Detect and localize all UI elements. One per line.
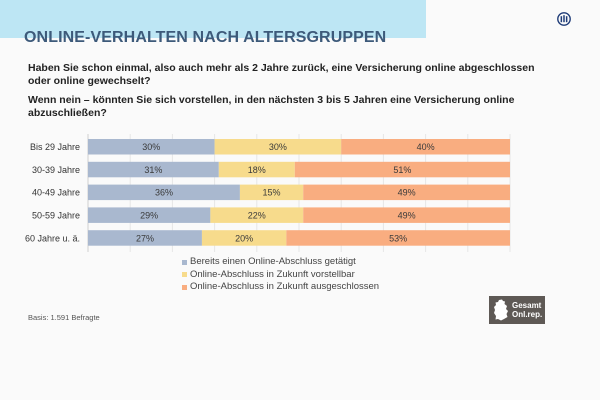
- legend-label: Online-Abschluss in Zukunft ausgeschloss…: [190, 281, 380, 292]
- bar-segment: [201, 230, 287, 246]
- bar-segment: [88, 230, 202, 246]
- data-label: 30%: [142, 142, 160, 152]
- category-label: 50-59 Jahre: [32, 210, 80, 220]
- bar-segment: [239, 184, 304, 201]
- badge-line-2: Onl.rep.: [512, 310, 543, 319]
- category-label: 60 Jahre u. ä.: [25, 233, 80, 243]
- category-label: 30-39 Jahre: [32, 165, 80, 175]
- data-label: 18%: [248, 165, 266, 175]
- data-label: 31%: [144, 165, 162, 175]
- data-label: 27%: [136, 233, 154, 243]
- data-label: 15%: [263, 188, 281, 198]
- bar-segment: [303, 184, 510, 201]
- legend-label: Online-Abschluss in Zukunft vorstellbar: [190, 268, 355, 280]
- question-2: Wenn nein – könnten Sie sich vorstellen,…: [28, 94, 515, 119]
- legend-swatch: [182, 284, 187, 290]
- bar-segment: [303, 207, 510, 223]
- legend-label: Bereits einen Online-Abschluss getätigt: [190, 256, 356, 267]
- bar-segment: [341, 139, 510, 155]
- category-label: 40-49 Jahre: [32, 188, 80, 198]
- basis-note: Basis: 1.591 Befragte: [28, 313, 100, 322]
- bar-segment: [88, 207, 211, 223]
- legend: Bereits einen Online-Abschluss getätigt …: [182, 256, 379, 294]
- bar-segment: [88, 184, 240, 201]
- bar-segment: [210, 207, 304, 223]
- legend-item: Online-Abschluss in Zukunft vorstellbar: [182, 269, 379, 282]
- data-label: 30%: [269, 142, 287, 152]
- legend-item: Bereits einen Online-Abschluss getätigt: [182, 256, 379, 269]
- bar-segment: [88, 161, 219, 178]
- header-band: [0, 0, 426, 38]
- bar-segment: [294, 161, 510, 178]
- bar-segment: [88, 139, 215, 155]
- bar-segment: [214, 139, 342, 155]
- data-label: 36%: [155, 188, 173, 198]
- allianz-logo-icon: [557, 12, 571, 26]
- badge-line-1: Gesamt: [512, 301, 542, 310]
- legend-item: Online-Abschluss in Zukunft ausgeschloss…: [182, 281, 379, 294]
- data-label: 40%: [417, 142, 435, 152]
- legend-swatch: [182, 272, 187, 278]
- germany-map-icon: [494, 299, 508, 321]
- bar-segment: [218, 161, 295, 178]
- page-title: ONLINE-VERHALTEN NACH ALTERSGRUPPEN: [24, 29, 387, 46]
- data-label: 51%: [393, 165, 411, 175]
- data-label: 22%: [248, 210, 266, 220]
- data-label: 29%: [140, 210, 158, 220]
- data-label: 53%: [389, 233, 407, 243]
- legend-swatch: [182, 259, 187, 265]
- bar-segment: [286, 230, 510, 246]
- data-label: 20%: [235, 233, 253, 243]
- sample-badge: Gesamt Onl.rep.: [489, 296, 545, 324]
- question-1: Haben Sie schon einmal, also auch mehr a…: [28, 62, 535, 87]
- data-label: 49%: [398, 210, 416, 220]
- data-label: 49%: [398, 188, 416, 198]
- category-label: Bis 29 Jahre: [30, 142, 80, 152]
